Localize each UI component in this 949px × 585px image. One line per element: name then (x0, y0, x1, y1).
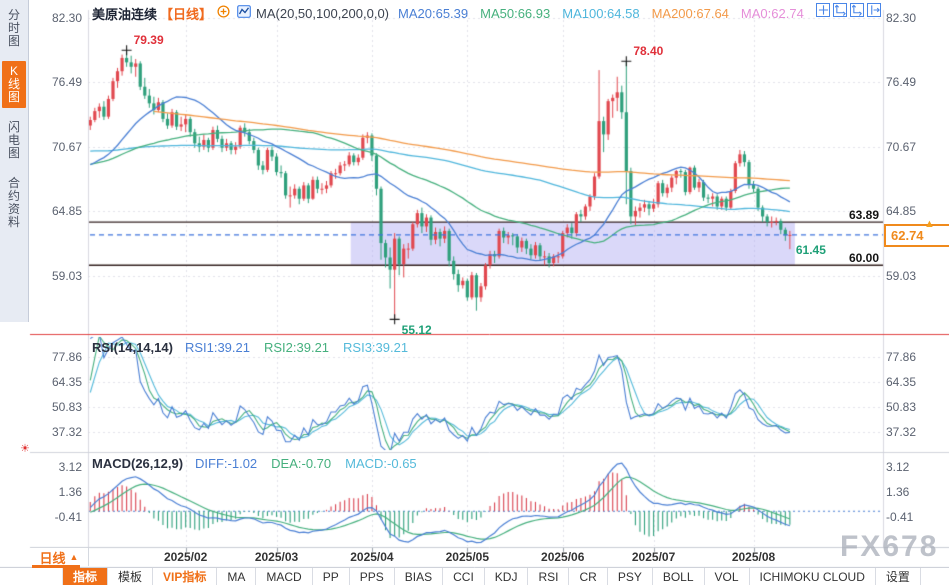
toolbar-tab-8[interactable]: BIAS (395, 568, 444, 585)
macd-axis-l-3: -0.41 (54, 510, 82, 525)
price-axis-r-3: 70.67 (886, 139, 917, 154)
macd-value-1: DIFF:-1.02 (195, 456, 258, 471)
date-label-7: 2025/08 (731, 550, 776, 564)
toolbar-tab-9[interactable]: CCI (443, 568, 485, 585)
date-label-5: 2025/06 (541, 550, 585, 564)
price-axis-r-1: 82.30 (886, 11, 917, 25)
ma-chart-icon[interactable] (237, 5, 251, 21)
price-marker-high-2: 78.40 (633, 44, 664, 59)
price-axis-l-2: 76.49 (51, 75, 82, 90)
date-label-6: 2025/07 (631, 550, 676, 564)
add-indicator-icon[interactable] (217, 5, 230, 21)
ma-values: MA20:65.39 MA50:66.93 MA100:64.58 MA200:67.… (398, 6, 804, 21)
price-marker-low-3: 55.12 (401, 323, 432, 338)
pan-right-icon[interactable] (867, 3, 881, 17)
toolbar-tab-12[interactable]: CR (569, 568, 608, 585)
toolbar-tab-7[interactable]: PPS (350, 568, 395, 585)
price-axis-r-2: 76.49 (886, 75, 917, 90)
price-marker-high-1: 79.39 (133, 33, 164, 48)
macd-values: DIFF:-1.02 DEA:-0.70 MACD:-0.65 (195, 456, 417, 471)
macd-axis-r-2: 1.36 (886, 484, 910, 499)
header-toolbar-icons (816, 3, 881, 17)
timeframe-label: 日线 (39, 550, 66, 566)
rsi-title: RSI(14,14,14) (92, 340, 173, 355)
timeframe-tag: 【日线】 (160, 6, 213, 22)
ma-value-3: MA100:64.58 (562, 5, 640, 21)
rsi-value-1: RSI1:39.21 (184, 340, 250, 355)
toolbar-tab-14[interactable]: BOLL (653, 568, 705, 585)
ma-value-4: MA200:67.64 (651, 5, 729, 21)
ma-value-5: MA0:62.74 (740, 5, 804, 21)
toolbar-tab-4[interactable]: MA (217, 568, 257, 585)
macd-value-2: DEA:-0.70 (271, 456, 332, 471)
toolbar-tab-1[interactable]: 指标 (63, 568, 109, 585)
toolbar-tab-15[interactable]: VOL (705, 568, 750, 585)
sidebar-item-1[interactable]: 分时图 (7, 8, 20, 48)
price-up-arrow-icon: ▲ (924, 217, 935, 230)
indicator-settings-icon[interactable]: ☀ (20, 443, 30, 455)
price-axis-l-4: 64.85 (51, 204, 82, 219)
ma-settings-label: MA(20,50,100,200,0,0) (256, 5, 390, 21)
symbol-name: 美原油连续 (92, 6, 158, 22)
rsi-values: RSI1:39.21 RSI2:39.21 RSI3:39.21 (185, 340, 408, 355)
sidebar-item-4[interactable]: 合约资料 (7, 176, 20, 229)
crosshair-icon[interactable] (816, 3, 830, 17)
rsi-axis-l-2: 64.35 (51, 374, 82, 389)
watermark: FX678 (840, 530, 939, 563)
ma-value-2: MA50:66.93 (480, 5, 551, 21)
rsi-header: RSI(14,14,14) RSI1:39.21 RSI2:39.21 RSI3:3… (92, 340, 408, 355)
toolbar-tab-5[interactable]: MACD (256, 568, 313, 585)
macd-value-3: MACD:-0.65 (345, 456, 417, 471)
toolbar-tab-10[interactable]: KDJ (485, 568, 529, 585)
rsi-value-3: RSI3:39.21 (343, 340, 409, 355)
date-label-1: 2025/02 (163, 550, 208, 564)
rsi-value-2: RSI2:39.21 (263, 340, 330, 355)
toolbar-tab-13[interactable]: PSY (608, 568, 653, 585)
toolbar-tab-6[interactable]: PP (313, 568, 350, 585)
timeframe-tab[interactable]: 日线 ▲ (30, 548, 89, 568)
rsi-axis-l-4: 37.32 (51, 424, 82, 439)
toolbar-tab-3[interactable]: VIP指标 (153, 568, 218, 585)
current-price-box: 62.74 (884, 223, 949, 247)
resistance-level-label: 63.89 (848, 208, 879, 223)
rsi-axis-r-2: 64.35 (886, 374, 917, 389)
price-axis-l-5: 59.03 (51, 268, 82, 283)
axis-scale-right-icon[interactable] (850, 3, 864, 17)
rsi-axis-l-1: 77.86 (51, 350, 82, 364)
ma-value-1: MA20:65.39 (398, 5, 469, 21)
macd-header: MACD(26,12,9) DIFF:-1.02 DEA:-0.70 MACD:-0… (92, 456, 417, 471)
macd-axis-r-3: -0.41 (886, 510, 914, 525)
macd-axis-r-1: 3.12 (886, 459, 910, 474)
toolbar-tab-16[interactable]: ICHIMOKU CLOUD (750, 568, 876, 585)
date-label-4: 2025/05 (445, 550, 490, 564)
rsi-axis-r-3: 50.83 (886, 399, 917, 414)
toolbar-tab-11[interactable]: RSI (528, 568, 570, 585)
macd-axis-l-2: 1.36 (58, 484, 82, 499)
indicator-toolbar: 指标 模板 VIP指标 MA MACD PP PPS BIAS CCI KDJ RSI CR PSY BO… (0, 568, 949, 585)
last-low-label: 61.45 (795, 243, 826, 258)
price-axis-r-4: 64.85 (886, 204, 917, 219)
rsi-axis-r-4: 37.32 (886, 424, 917, 439)
price-axis-l-1: 82.30 (51, 11, 82, 25)
rsi-axis-l-3: 50.83 (51, 399, 82, 414)
price-axis-r-5: 59.03 (886, 268, 917, 283)
sidebar-item-3[interactable]: 闪电图 (7, 120, 20, 160)
date-label-2: 2025/03 (254, 550, 299, 564)
rsi-axis-r-1: 77.86 (886, 350, 917, 364)
main-price-pane[interactable] (88, 10, 883, 333)
chart-header: 美原油连续 【日线】 MA(20,50,100,200,0,0) MA20:65.… (92, 4, 804, 22)
axis-scale-left-icon[interactable] (833, 3, 847, 17)
toolbar-tab-17[interactable]: 设置 (876, 568, 921, 585)
price-axis-l-3: 70.67 (51, 139, 82, 154)
toolbar-tab-2[interactable]: 模板 (108, 568, 154, 585)
macd-title: MACD(26,12,9) (92, 456, 184, 471)
date-label-3: 2025/04 (350, 550, 394, 564)
support-level-label: 60.00 (848, 251, 879, 266)
timeframe-arrow-icon: ▲ (69, 552, 79, 562)
macd-axis-l-1: 3.12 (58, 459, 82, 474)
